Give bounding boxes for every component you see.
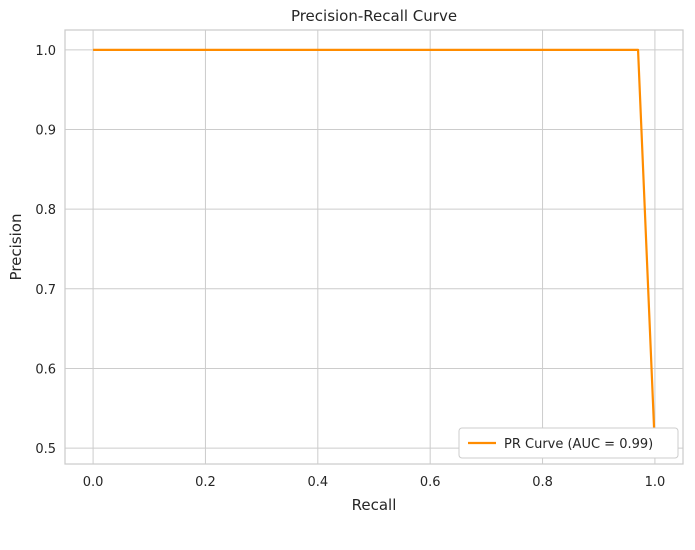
y-tick-label: 0.8	[35, 203, 56, 218]
series-layer	[93, 48, 657, 449]
y-tick-label: 0.7	[35, 283, 56, 298]
series-line	[93, 48, 657, 449]
chart-title: Precision-Recall Curve	[291, 7, 457, 25]
y-tick-label: 1.0	[35, 44, 56, 59]
x-tick-labels: 0.0 0.2 0.4 0.6 0.8 1.0	[83, 475, 666, 490]
y-tick-label: 0.9	[35, 124, 56, 139]
legend-box	[458, 427, 679, 459]
x-tick-label: 0.8	[532, 475, 553, 490]
y-tick-label: 0.6	[35, 362, 56, 377]
plot-frame	[64, 29, 684, 465]
x-axis-label: Recall	[352, 496, 397, 514]
x-tick-label: 0.2	[195, 475, 216, 490]
legend-label: PR Curve (AUC = 0.99)	[504, 437, 653, 452]
x-tick-label: 0.0	[83, 475, 104, 490]
x-tick-label: 1.0	[645, 475, 666, 490]
grid-lines	[65, 30, 683, 464]
legend: PR Curve (AUC = 0.99)	[458, 427, 679, 459]
y-tick-label: 0.5	[35, 442, 56, 457]
y-tick-labels: 0.5 0.6 0.7 0.8 0.9 1.0	[35, 44, 56, 457]
y-axis-label: Precision	[7, 214, 25, 281]
x-tick-label: 0.6	[420, 475, 441, 490]
x-tick-label: 0.4	[307, 475, 328, 490]
